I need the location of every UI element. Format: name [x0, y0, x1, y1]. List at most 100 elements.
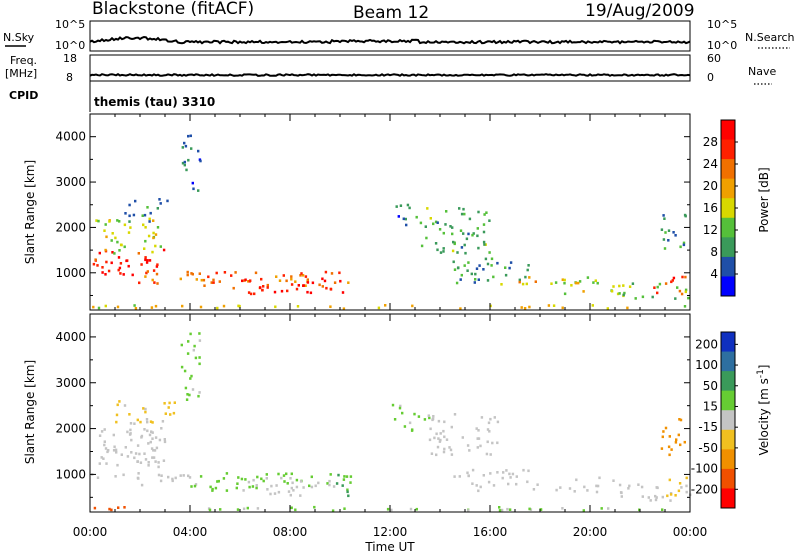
scatter-cell	[246, 506, 249, 510]
scatter-cell	[107, 269, 111, 273]
scatter-cell	[151, 431, 154, 434]
scatter-cell	[149, 440, 152, 444]
scatter-cell	[525, 282, 528, 286]
scatter-cell	[466, 269, 469, 272]
scatter-cell	[198, 356, 201, 359]
scatter-cell	[262, 285, 265, 288]
scatter-cell	[313, 505, 316, 509]
scatter-cell	[168, 401, 171, 405]
scatter-cell	[290, 275, 293, 278]
scatter-cell	[490, 257, 494, 261]
scatter-cell	[137, 472, 140, 475]
scatter-cell	[391, 403, 395, 407]
scatter-cell	[415, 215, 418, 219]
scatter-cell	[98, 251, 101, 255]
scatter-cell	[128, 413, 131, 416]
scatter-cell	[443, 435, 446, 439]
scatter-cell	[198, 339, 202, 342]
scatter-cell	[223, 271, 227, 274]
scatter-cell	[343, 475, 346, 478]
scatter-cell	[113, 445, 116, 449]
scatter-cell	[114, 236, 117, 240]
y-tick-label: 4000	[55, 330, 86, 344]
scatter-cell	[180, 365, 184, 369]
scatter-cell	[162, 248, 166, 252]
scatter-cell	[326, 482, 329, 485]
scatter-cell	[453, 413, 457, 416]
scatter-cell	[479, 444, 482, 448]
scatter-cell	[498, 506, 501, 509]
scatter-cell	[662, 430, 665, 433]
scatter-cell	[428, 438, 432, 442]
scatter-cell	[612, 285, 615, 288]
y-tick-label: 1000	[55, 467, 86, 481]
scatter-cell	[136, 444, 140, 447]
colorbar-swatch	[721, 178, 735, 199]
scatter-cell	[685, 490, 688, 494]
scatter-cell	[136, 460, 139, 463]
scatter-cell	[321, 285, 324, 288]
scatter-cell	[259, 286, 262, 289]
scatter-cell	[649, 499, 652, 502]
scatter-cell	[174, 476, 177, 480]
scatter-cell	[453, 268, 457, 271]
scatter-cell	[116, 463, 119, 467]
scatter-cell	[555, 488, 558, 492]
scatter-cell	[415, 507, 418, 511]
scatter-cell	[471, 233, 474, 237]
scatter-cell	[476, 446, 479, 449]
scatter-cell	[655, 496, 658, 499]
x-tick-label: 04:00	[173, 525, 208, 539]
scatter-cell	[638, 508, 641, 512]
scatter-cell	[496, 441, 499, 445]
scatter-cell	[122, 473, 125, 477]
scatter-cell	[664, 426, 668, 430]
scatter-cell	[151, 250, 154, 254]
scatter-cell	[222, 304, 226, 308]
scatter-cell	[684, 275, 687, 279]
scatter-cell	[95, 219, 98, 222]
scatter-cell	[248, 485, 251, 489]
scatter-cell	[173, 401, 176, 404]
scatter-cell	[669, 493, 673, 496]
scatter-cell	[115, 451, 118, 454]
scatter-cell	[442, 247, 445, 250]
scatter-cell	[377, 306, 381, 310]
scatter-cell	[408, 421, 412, 425]
scatter-cell	[191, 388, 195, 391]
scatter-cell	[431, 417, 435, 421]
scatter-cell	[668, 478, 671, 482]
scatter-cell	[473, 281, 476, 284]
scatter-cell	[256, 475, 259, 479]
scatter-cell	[482, 223, 486, 226]
scatter-cell	[160, 474, 163, 477]
scatter-cell	[129, 422, 133, 425]
colorbar-tick-label: 4	[710, 267, 718, 281]
scatter-cell	[192, 187, 195, 191]
scatter-cell	[285, 279, 288, 283]
scatter-cell	[668, 435, 671, 438]
scatter-cell	[445, 438, 449, 441]
scatter-cell	[427, 414, 430, 417]
scatter-cell	[98, 462, 101, 465]
scatter-cell	[115, 413, 119, 417]
scatter-cell	[277, 490, 281, 494]
colorbar-swatch	[721, 120, 735, 141]
time-axis-ticks: 00:00 04:00 08:00 12:00 16:00 20:00 00:00	[73, 525, 708, 539]
scatter-cell	[225, 472, 229, 475]
colorbar-swatch	[721, 410, 735, 431]
scatter-cell	[627, 487, 630, 490]
scatter-cell	[218, 280, 221, 283]
scatter-cell	[114, 475, 117, 478]
scatter-cell	[151, 421, 154, 424]
scatter-cell	[445, 210, 448, 213]
scatter-cell	[335, 482, 339, 485]
scatter-cell	[191, 272, 194, 276]
scatter-cell	[128, 203, 131, 207]
scatter-cell	[417, 415, 421, 418]
scatter-cell	[97, 219, 100, 223]
scatter-cell	[188, 393, 191, 397]
scatter-cell	[502, 471, 505, 474]
scatter-cell	[405, 223, 408, 227]
scatter-cell	[311, 281, 315, 285]
